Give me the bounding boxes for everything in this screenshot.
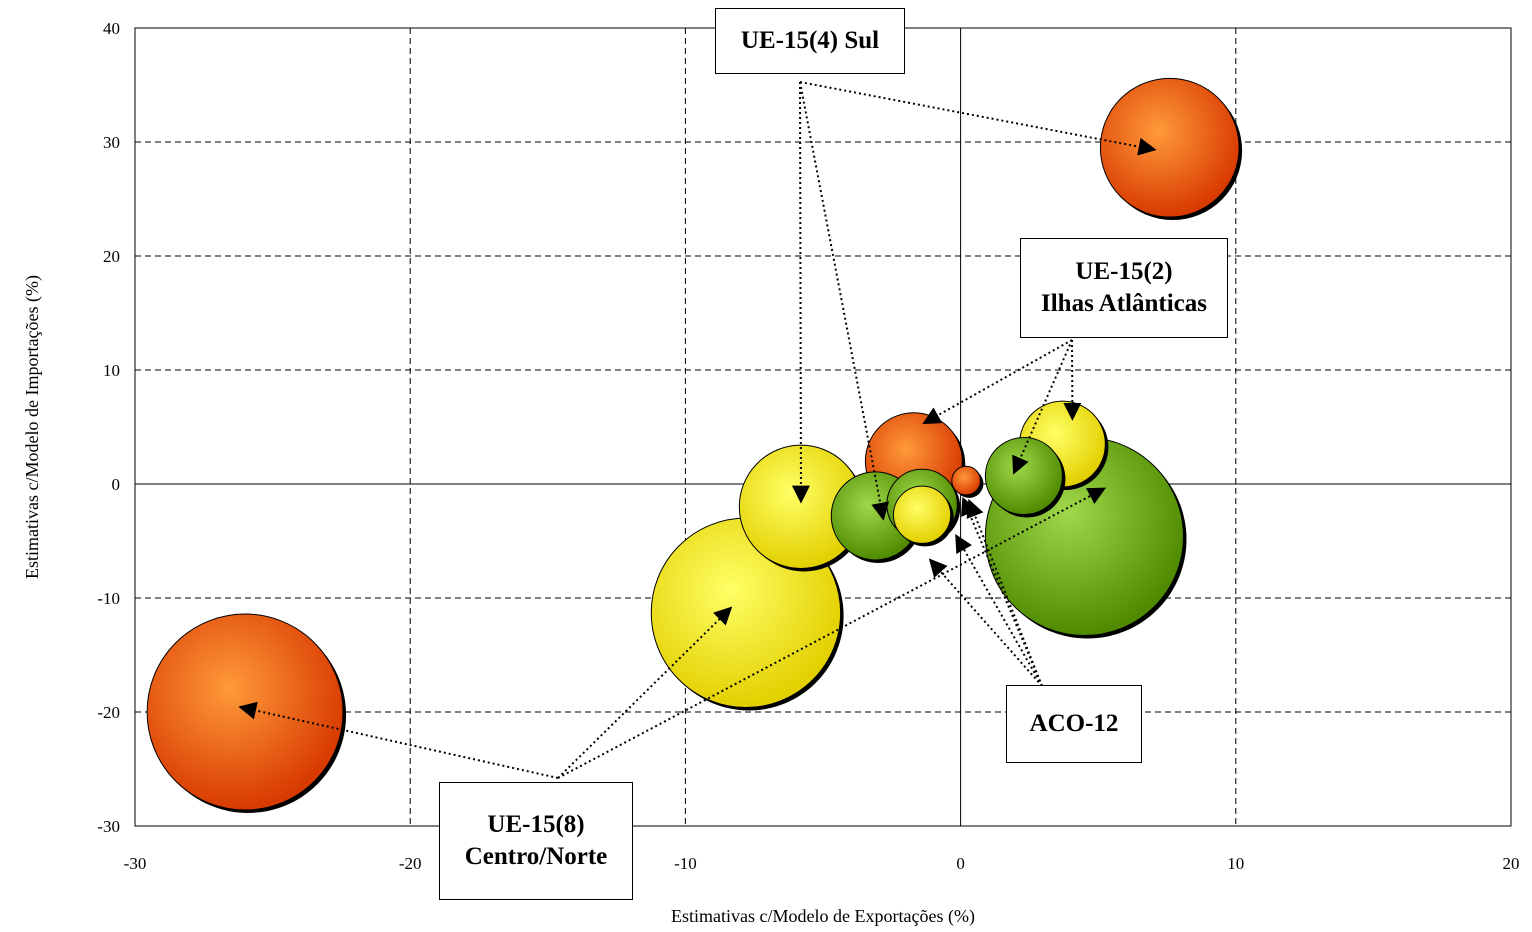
bubbles <box>146 77 1243 813</box>
y-tick-label: 30 <box>103 133 120 152</box>
y-tick-label: -10 <box>97 589 120 608</box>
annotation-arrow <box>966 498 1043 687</box>
bubble-point <box>984 436 1066 518</box>
annotation-arrow <box>961 496 1043 687</box>
annotation-line: UE-15(2) <box>1075 257 1173 285</box>
x-tick-label: 10 <box>1227 854 1244 873</box>
annotation-line: ACO-12 <box>1029 709 1119 737</box>
annotation-ue15-8-centro-norte: UE-15(8) Centro/Norte <box>439 782 633 900</box>
bubble-circle <box>146 613 344 811</box>
plot-area <box>134 27 1512 827</box>
annotation-arrow <box>1012 339 1073 475</box>
annotation-arrow <box>557 606 733 779</box>
annotation-arrows <box>238 81 1157 779</box>
annotation-line: Centro/Norte <box>464 843 608 870</box>
annotation-line: Ilhas Atlânticas <box>1040 290 1207 317</box>
bubble-circle <box>892 485 952 544</box>
bubble-circle <box>984 436 1063 516</box>
annotation-line: UE-15(4) Sul <box>740 26 880 54</box>
y-tick-label: -20 <box>97 703 120 722</box>
annotation-arrow <box>928 558 1043 687</box>
y-tick-label: 20 <box>103 247 120 266</box>
annotation-line: UE-15(8) <box>487 810 585 838</box>
x-tick-label: 20 <box>1503 854 1520 873</box>
bubble-circle <box>1099 77 1240 218</box>
x-tick-labels: -30 -20 -10 0 10 20 <box>124 854 1520 873</box>
annotation-ue15-4-sul: UE-15(4) Sul <box>715 8 905 74</box>
annotation-ue15-2-ilhas-atlanticas: UE-15(2) Ilhas Atlânticas <box>1020 238 1228 338</box>
x-tick-label: 0 <box>956 854 965 873</box>
x-axis-title: Estimativas c/Modelo de Exportações (%) <box>671 906 975 927</box>
annotation-aco-12: ACO-12 <box>1006 685 1142 763</box>
x-tick-label: -20 <box>399 854 422 873</box>
x-tick-label: -30 <box>124 854 147 873</box>
annotation-arrow <box>238 701 559 779</box>
annotation-arrow <box>557 487 1107 779</box>
y-tick-labels: -30 -20 -10 0 10 20 30 40 <box>97 19 120 836</box>
annotation-arrow <box>955 534 1043 687</box>
y-axis-title: Estimativas c/Modelo de Importações (%) <box>22 275 43 579</box>
bubble-point <box>951 465 984 498</box>
y-tick-label: 40 <box>103 19 120 38</box>
bubble-point <box>1099 77 1243 221</box>
y-tick-label: 10 <box>103 361 120 380</box>
annotation-arrow <box>799 81 890 521</box>
x-tick-label: -10 <box>674 854 697 873</box>
bubble-point <box>738 444 866 572</box>
annotation-arrow <box>799 81 1157 156</box>
annotation-arrow <box>922 339 1073 425</box>
bubble-circle <box>951 465 981 496</box>
y-tick-label: 0 <box>112 475 121 494</box>
bubble-point <box>892 485 954 547</box>
y-tick-label: -30 <box>97 817 120 836</box>
